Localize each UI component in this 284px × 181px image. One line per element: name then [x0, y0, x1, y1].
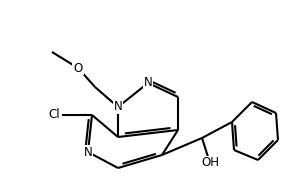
Text: N: N: [144, 77, 153, 89]
Text: OH: OH: [201, 157, 219, 169]
Text: N: N: [83, 146, 92, 159]
Text: N: N: [114, 100, 122, 113]
Text: O: O: [73, 62, 83, 75]
Text: Cl: Cl: [48, 108, 60, 121]
